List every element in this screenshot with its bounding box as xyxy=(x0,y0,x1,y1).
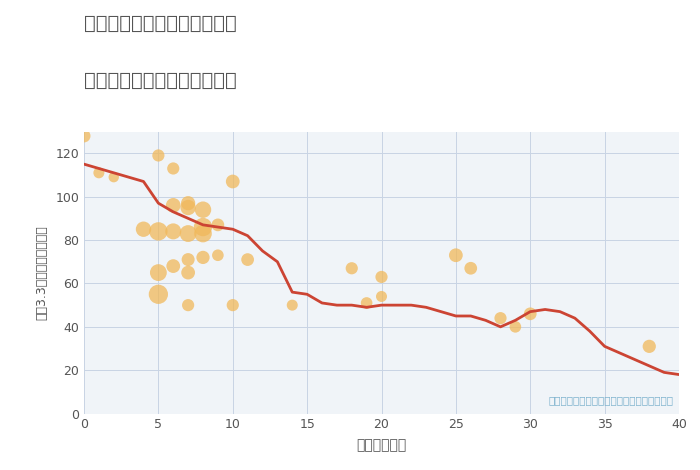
Point xyxy=(168,164,179,172)
Point xyxy=(212,251,223,259)
Point xyxy=(644,343,655,350)
Point xyxy=(183,230,194,237)
Point xyxy=(183,199,194,207)
Point xyxy=(450,251,461,259)
Point xyxy=(227,301,238,309)
Point xyxy=(168,227,179,235)
Point xyxy=(465,265,476,272)
Point xyxy=(361,299,372,307)
X-axis label: 築年数（年）: 築年数（年） xyxy=(356,439,407,453)
Point xyxy=(197,254,209,261)
Point xyxy=(78,132,90,140)
Point xyxy=(197,230,209,237)
Point xyxy=(227,178,238,185)
Text: 円の大きさは、取引のあった物件面積を示す: 円の大きさは、取引のあった物件面積を示す xyxy=(548,395,673,405)
Point xyxy=(153,269,164,276)
Point xyxy=(153,290,164,298)
Point xyxy=(197,223,209,231)
Point xyxy=(108,173,119,181)
Point xyxy=(212,221,223,228)
Point xyxy=(183,204,194,212)
Point xyxy=(183,301,194,309)
Point xyxy=(376,273,387,281)
Point xyxy=(197,206,209,213)
Point xyxy=(495,314,506,322)
Point xyxy=(510,323,521,330)
Point xyxy=(153,152,164,159)
Y-axis label: 坪（3.3㎡）単価（万円）: 坪（3.3㎡）単価（万円） xyxy=(35,225,48,320)
Text: 愛知県稲沢市平和町上三宅の: 愛知県稲沢市平和町上三宅の xyxy=(84,14,237,33)
Point xyxy=(525,310,536,318)
Point xyxy=(183,269,194,276)
Point xyxy=(138,226,149,233)
Point xyxy=(168,202,179,209)
Point xyxy=(93,169,104,177)
Point xyxy=(287,301,298,309)
Point xyxy=(242,256,253,263)
Point xyxy=(153,227,164,235)
Point xyxy=(183,256,194,263)
Point xyxy=(376,293,387,300)
Point xyxy=(168,262,179,270)
Point xyxy=(346,265,357,272)
Text: 築年数別中古マンション価格: 築年数別中古マンション価格 xyxy=(84,70,237,89)
